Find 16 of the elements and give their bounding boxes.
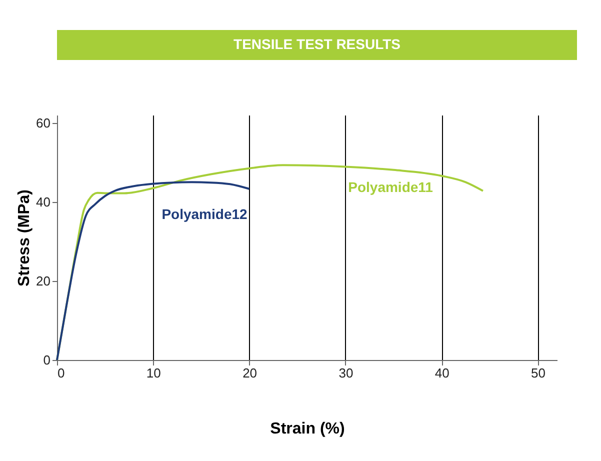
y-tick-label: 20: [36, 273, 50, 288]
series-label: Polyamide11: [348, 178, 434, 195]
chart-title: TENSILE TEST RESULTS: [234, 36, 400, 52]
y-tick-label: 40: [36, 194, 50, 210]
x-axis-title: Strain (%): [270, 420, 345, 438]
series-label: Polyamide12: [162, 206, 248, 222]
line-series: [56, 181, 250, 361]
x-tick-label: 10: [146, 366, 161, 380]
y-axis-title: Stress (MPa): [16, 190, 34, 286]
y-tick-label: 60: [36, 115, 50, 130]
x-tick-label: 30: [338, 366, 354, 380]
x-tick-label: 50: [531, 366, 546, 380]
x-tick-label: 40: [434, 366, 450, 380]
x-tick-label: 20: [242, 366, 258, 380]
y-tick-label: 0: [43, 352, 50, 368]
x-tick-label: 0: [58, 366, 65, 380]
